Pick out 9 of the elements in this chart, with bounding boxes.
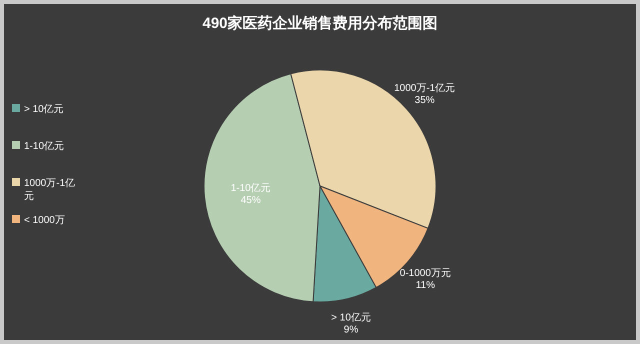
legend-label: < 1000万: [24, 215, 65, 226]
legend-label: 1000万-1亿元: [24, 178, 76, 202]
data-label: 1000万-1亿元 35%: [394, 83, 456, 106]
legend-label: 1-10亿元: [24, 141, 64, 152]
data-label: 1-10亿元 45%: [230, 182, 271, 206]
chart-title: 490家医药企业销售费用分布范围图: [202, 14, 438, 32]
data-label: > 10亿元 9%: [331, 312, 371, 336]
data-label: 0-1000万元 11%: [400, 268, 451, 292]
legend-label: > 10亿元: [24, 104, 64, 115]
